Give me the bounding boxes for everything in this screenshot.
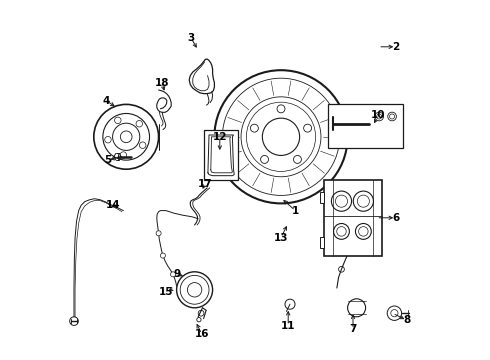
Circle shape: [334, 224, 349, 239]
Text: 13: 13: [274, 233, 288, 243]
Circle shape: [355, 224, 371, 239]
Text: 6: 6: [392, 213, 400, 223]
Text: 12: 12: [213, 132, 227, 142]
Text: 2: 2: [392, 42, 400, 52]
Text: 15: 15: [159, 287, 173, 297]
Bar: [328, 104, 403, 148]
Text: 4: 4: [103, 96, 110, 106]
Circle shape: [285, 299, 295, 309]
Circle shape: [388, 112, 396, 121]
Text: 7: 7: [349, 324, 357, 334]
Text: 9: 9: [173, 269, 180, 279]
Text: 5: 5: [104, 155, 111, 165]
Text: 3: 3: [187, 33, 195, 43]
Circle shape: [375, 112, 384, 121]
Bar: [324, 180, 382, 256]
Circle shape: [160, 253, 166, 258]
Circle shape: [353, 191, 373, 211]
Text: 8: 8: [403, 315, 411, 325]
Circle shape: [156, 231, 161, 236]
Text: 14: 14: [106, 200, 121, 210]
Circle shape: [331, 191, 351, 211]
Circle shape: [171, 272, 175, 277]
Circle shape: [387, 306, 402, 320]
Text: 11: 11: [281, 321, 295, 331]
Text: 18: 18: [155, 78, 170, 88]
Text: 16: 16: [195, 329, 209, 339]
Text: 17: 17: [198, 179, 213, 189]
Bar: [320, 192, 324, 203]
Circle shape: [347, 299, 366, 317]
Text: 1: 1: [292, 206, 299, 216]
Text: 10: 10: [371, 110, 386, 120]
Bar: [320, 237, 324, 248]
Bar: [204, 130, 238, 180]
